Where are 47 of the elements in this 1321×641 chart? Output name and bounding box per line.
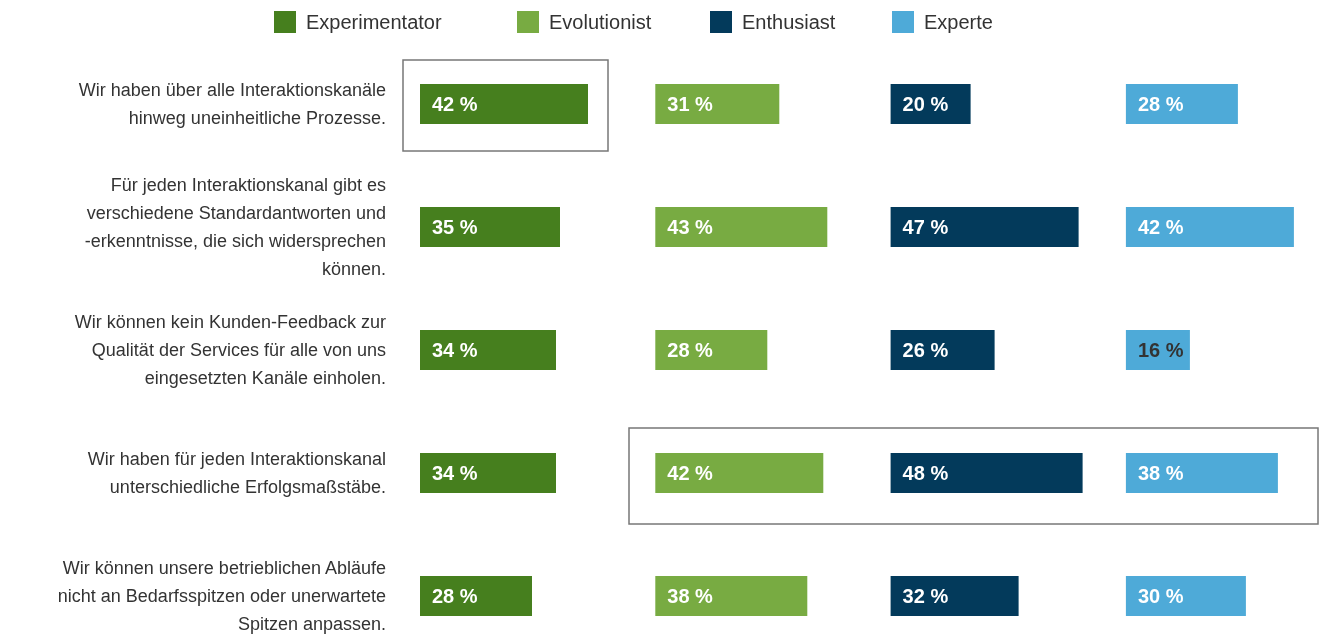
y-tick-label: Wir können unsere betrieblichen Abläufe nicht an Bedarfsspitzen oder unerwartete Spitzen anpassen. xyxy=(57,558,386,635)
bar xyxy=(1125,84,1238,124)
bar xyxy=(420,576,532,616)
data-label: 34 % xyxy=(432,462,478,484)
data-label: 42 % xyxy=(1137,216,1184,238)
y-tick-label: Für jeden Interaktionskanal gibt es verschiedene Standardantworten und -erkenntnisse, die sich widersprechen können. xyxy=(84,175,386,280)
bar xyxy=(655,330,768,370)
data-label: 42 % xyxy=(432,93,478,115)
y-tick-label: Wir haben für jeden Interaktionskanal unterschiedliche Erfolgsmaßstäbe. xyxy=(87,449,386,498)
data-label: 48 % xyxy=(902,462,949,484)
data-label: 28 % xyxy=(1137,93,1184,115)
bar xyxy=(420,84,588,124)
bar xyxy=(890,453,1083,493)
bar xyxy=(420,207,560,247)
bar xyxy=(1125,453,1278,493)
legend-label: Experimentator xyxy=(306,11,442,33)
data-label: 28 % xyxy=(432,585,478,607)
data-label: 20 % xyxy=(902,93,949,115)
bar xyxy=(890,330,995,370)
data-label: 28 % xyxy=(667,339,714,361)
bar xyxy=(890,576,1019,616)
data-label: 38 % xyxy=(1137,462,1184,484)
data-label: 47 % xyxy=(902,216,949,238)
data-label: 30 % xyxy=(1137,585,1184,607)
bar xyxy=(420,453,556,493)
data-label: 32 % xyxy=(902,585,949,607)
data-label: 43 % xyxy=(667,216,714,238)
legend-label: Experte xyxy=(924,11,993,33)
data-label: 35 % xyxy=(432,216,478,238)
bar xyxy=(1125,207,1294,247)
legend-label: Enthusiast xyxy=(742,11,836,33)
bar xyxy=(1125,576,1246,616)
bar xyxy=(420,330,556,370)
bar xyxy=(655,576,808,616)
bar xyxy=(655,84,780,124)
bar xyxy=(655,453,824,493)
data-label: 34 % xyxy=(432,339,478,361)
bar xyxy=(655,207,828,247)
data-label: 31 % xyxy=(667,93,714,115)
bar xyxy=(890,207,1079,247)
data-label: 16 % xyxy=(1137,339,1184,361)
data-label: 26 % xyxy=(902,339,949,361)
data-label: 38 % xyxy=(667,585,714,607)
y-tick-label: Wir haben über alle Interaktionskanäle hinweg uneinheitliche Prozesse. xyxy=(78,80,386,129)
y-tick-label: Wir können kein Kunden-Feedback zur Qualität der Services für alle von uns eingesetzten Kanäle einholen. xyxy=(74,312,386,389)
data-label: 42 % xyxy=(667,462,714,484)
legend-label: Evolutionist xyxy=(549,11,652,33)
